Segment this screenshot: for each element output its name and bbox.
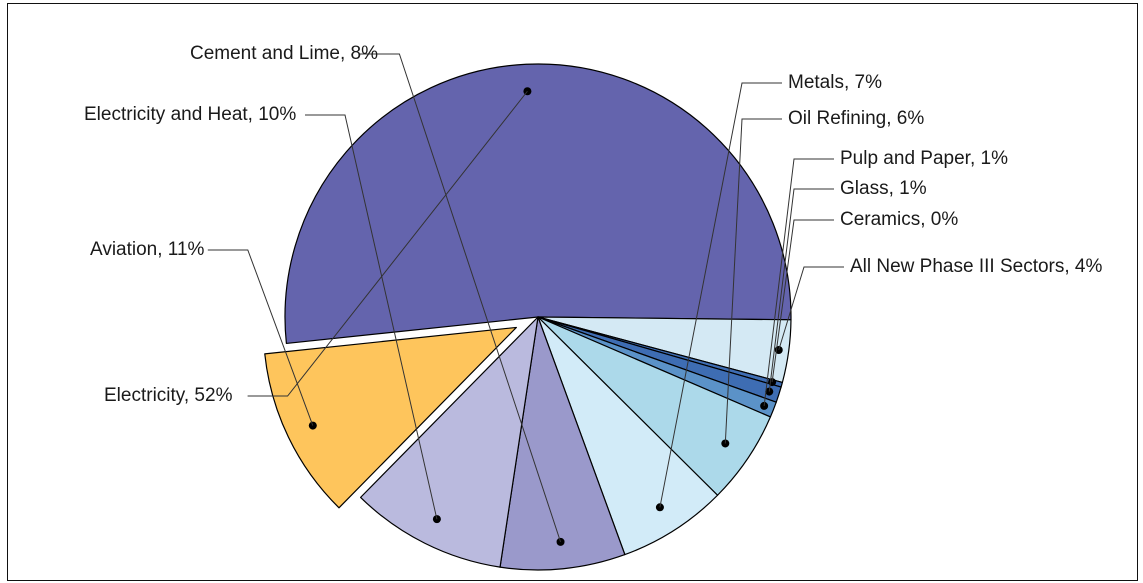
chart-frame: Electricity, 52% All New Phase III Sector… (7, 3, 1138, 581)
slice-electricity-and-heat (360, 316, 539, 568)
pie-slices (264, 63, 792, 571)
slice-label: Pulp and Paper, 1% (840, 148, 1008, 169)
slice-label: Electricity, 52% (104, 385, 233, 406)
slice-aviation (264, 326, 517, 509)
leader-line (778, 266, 844, 351)
slice-label: Aviation, 11% (90, 239, 205, 260)
leader-line (247, 90, 528, 397)
leader-lines (207, 53, 844, 546)
leader-line (359, 53, 562, 543)
slice-cement-and-lime (499, 316, 626, 571)
leader-line (763, 158, 834, 406)
leader-line (768, 188, 834, 392)
leader-line (771, 219, 834, 383)
slice-label: Metals, 7% (788, 72, 882, 93)
leader-line (724, 118, 782, 444)
slice-label: All New Phase III Sectors, 4% (850, 256, 1102, 277)
slice-label: Oil Refining, 6% (788, 108, 924, 129)
slice-label: Glass, 1% (840, 178, 927, 199)
slice-metals (537, 316, 719, 556)
leader-line (305, 114, 438, 520)
pie-chart: Electricity, 52% All New Phase III Sector… (84, 43, 1102, 571)
slice-electricity (284, 63, 792, 345)
slice-label: Cement and Lime, 8% (190, 43, 378, 64)
slice-label: Electricity and Heat, 10% (84, 104, 296, 125)
slice-label: Ceramics, 0% (840, 209, 958, 230)
slice-labels: Electricity, 52% All New Phase III Sector… (84, 43, 1102, 406)
leader-line (659, 82, 782, 508)
leader-line (207, 249, 314, 426)
